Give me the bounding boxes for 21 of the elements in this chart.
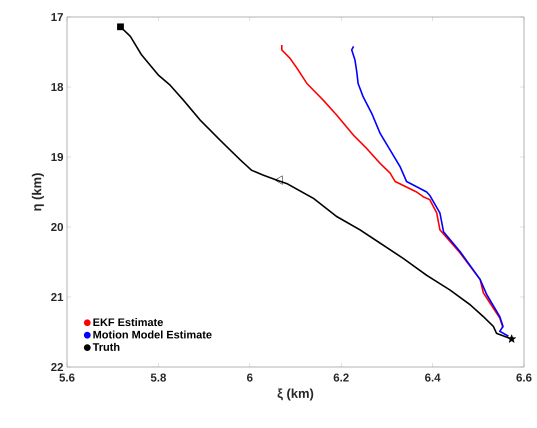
x-tick-label: 5.6: [59, 374, 75, 382]
y-tick-label: 22: [51, 363, 64, 372]
y-tick-label: 18: [51, 82, 64, 92]
point: [507, 334, 516, 343]
point: [117, 23, 124, 30]
legend-label: Motion Model Estimate: [93, 330, 212, 339]
x-tick-label: 6.6: [516, 374, 532, 382]
x-tick-label: 6.2: [334, 374, 349, 382]
y-tick-label: 17: [51, 13, 63, 21]
x-tick-label: 6.4: [425, 374, 441, 382]
x-tick-label: 6: [247, 374, 253, 382]
line-series: [280, 44, 504, 329]
legend-label: Truth: [92, 342, 120, 351]
y-axis-title: η (km): [32, 173, 44, 211]
y-tick-label: 20: [51, 222, 64, 232]
x-tick-label: 5.8: [150, 374, 166, 382]
point: [274, 176, 283, 185]
legend-label: EKF Estimate: [93, 318, 163, 326]
y-tick-label: 21: [51, 293, 64, 302]
y-tick-label: 19: [51, 152, 64, 162]
x-axis-title: ξ (km): [278, 388, 314, 401]
